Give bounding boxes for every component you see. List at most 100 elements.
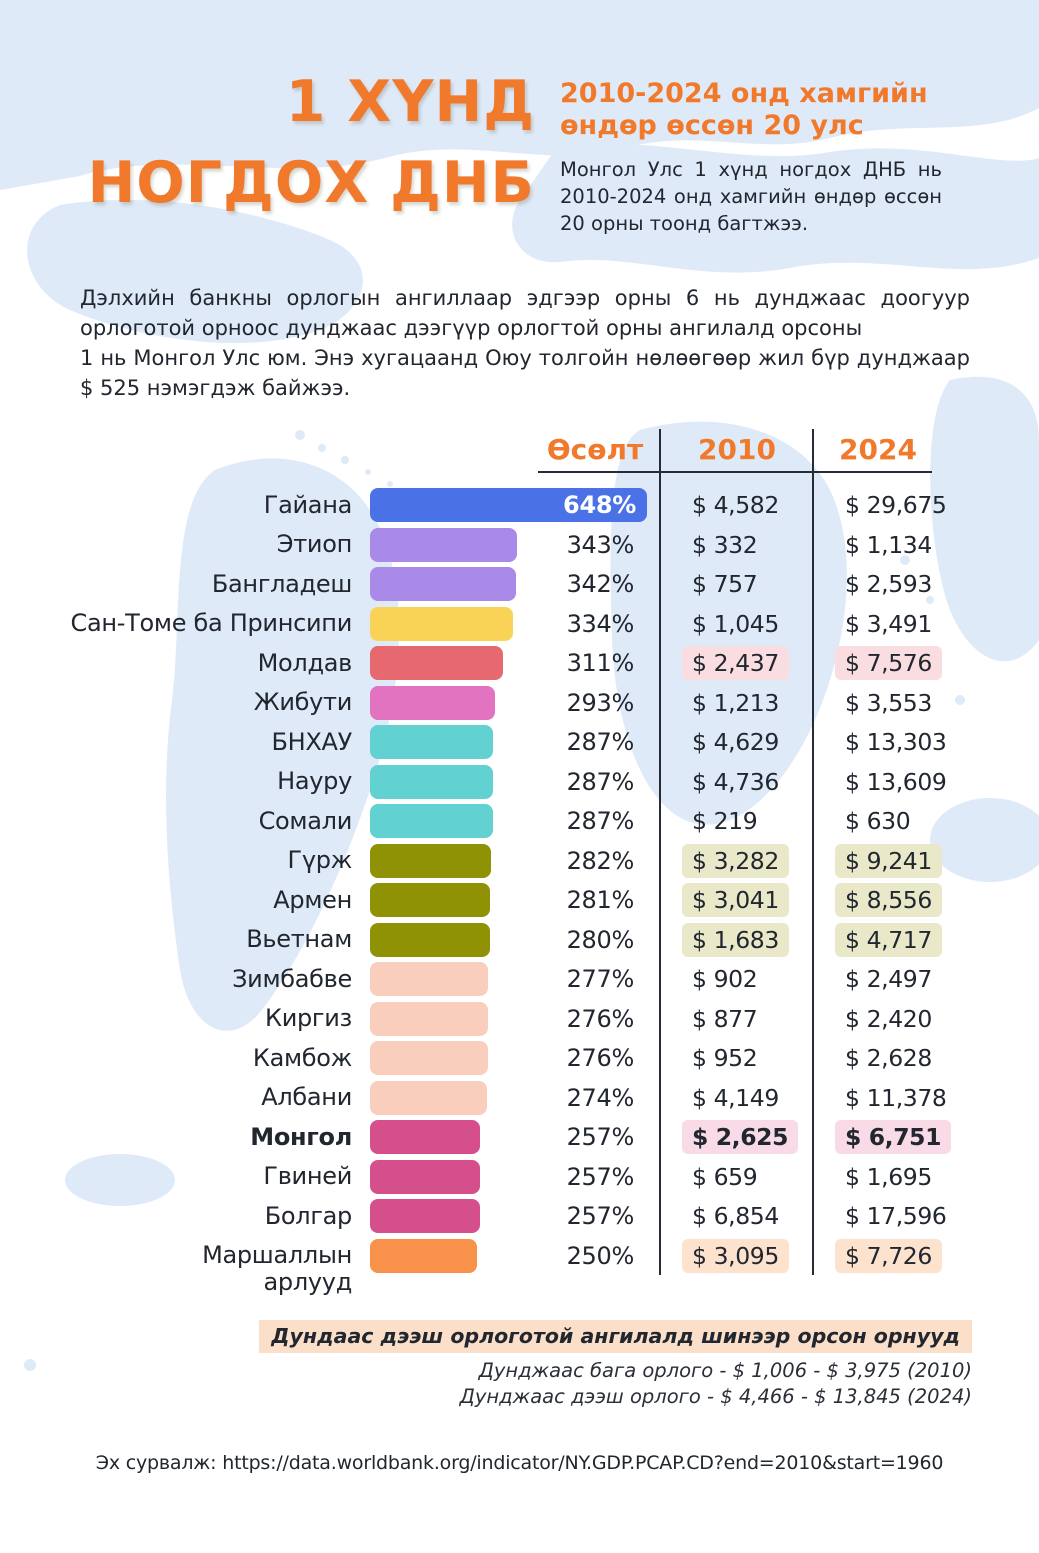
table-row: Бангладеш 342% $ 757 $ 2,593 — [0, 567, 1039, 601]
table-row: Монгол 257% $ 2,625 $ 6,751 — [0, 1120, 1039, 1154]
bar-zone: 287% — [370, 764, 662, 799]
table-row: Этиоп 343% $ 332 $ 1,134 — [0, 527, 1039, 562]
value-2024-cell: $ 630 — [815, 804, 1039, 838]
growth-value: 277% — [566, 965, 635, 993]
value-2024: $ 6,751 — [835, 1120, 952, 1154]
value-2024: $ 3,491 — [845, 609, 932, 638]
growth-bar — [370, 1001, 488, 1036]
growth-bar — [370, 606, 513, 641]
bar-zone: 334% — [370, 606, 662, 641]
value-2010: $ 3,282 — [682, 843, 789, 878]
table-rows: Гайана 648% $ 4,582 $ 29,675 Этиоп 343% … — [0, 488, 1039, 1295]
country-label: Албани — [261, 1083, 352, 1112]
table-row: Зимбабве 277% $ 902 $ 2,497 — [0, 962, 1039, 996]
value-2010: $ 3,095 — [682, 1238, 789, 1273]
bar-zone: 343% — [370, 527, 662, 562]
value-2024-cell: $ 11,378 — [815, 1081, 1039, 1115]
value-2010-cell: $ 3,095 — [662, 1238, 815, 1273]
growth-bar — [370, 843, 491, 878]
value-2024-cell: $ 17,596 — [815, 1199, 1039, 1233]
value-2024-cell: $ 6,751 — [815, 1120, 1039, 1154]
table-row: Гайана 648% $ 4,582 $ 29,675 — [0, 488, 1039, 522]
table-row: Молдав 311% $ 2,437 $ 7,576 — [0, 646, 1039, 680]
growth-value: 342% — [566, 570, 635, 598]
value-2010: $ 902 — [692, 965, 758, 993]
country-label: БНХАУ — [271, 727, 353, 756]
bar-zone: 293% — [370, 685, 662, 720]
value-2010-cell: $ 2,625 — [662, 1120, 815, 1154]
value-2024-cell: $ 4,717 — [815, 922, 1039, 957]
growth-value: 311% — [566, 649, 635, 677]
growth-bar — [370, 1238, 477, 1273]
value-2010: $ 1,045 — [692, 609, 779, 638]
value-2024: $ 17,596 — [845, 1202, 947, 1230]
growth-value: 250% — [566, 1241, 635, 1270]
header-right: 2010-2024 онд хамгийн өндөр өссөн 20 улс… — [560, 78, 942, 238]
value-2010-cell: $ 2,437 — [662, 646, 815, 680]
lead-paragraph-2: 1 нь Монгол Улс юм. Энэ хугацаанд Оюу то… — [80, 346, 970, 401]
table-row: Вьетнам 280% $ 1,683 $ 4,717 — [0, 922, 1039, 957]
country-label: Зимбабве — [232, 964, 352, 993]
value-2024: $ 8,556 — [835, 883, 942, 917]
value-2010: $ 4,629 — [692, 728, 779, 756]
value-2024-cell: $ 13,303 — [815, 725, 1039, 759]
value-2010: $ 877 — [692, 1004, 758, 1033]
growth-value: 282% — [566, 846, 635, 875]
bar-zone: 342% — [370, 567, 662, 601]
value-2024-cell: $ 3,491 — [815, 607, 1039, 641]
table-row: Сомали 287% $ 219 $ 630 — [0, 804, 1039, 838]
country-label: Сан-Томе ба Принсипи — [70, 609, 353, 638]
bar-zone: 648% — [370, 488, 662, 522]
bar-zone: 257% — [370, 1159, 662, 1194]
footnote-upper-income: Дунджаас дээш орлого - $ 4,466 - $ 13,84… — [459, 1385, 972, 1408]
bar-zone: 282% — [370, 843, 662, 878]
growth-value: 280% — [566, 925, 635, 954]
value-2024-cell: $ 2,593 — [815, 567, 1039, 601]
bar-zone: 276% — [370, 1001, 662, 1036]
growth-value: 257% — [566, 1202, 635, 1230]
value-2024: $ 2,593 — [845, 570, 932, 598]
bar-zone: 281% — [370, 883, 662, 917]
table-row: Армен 281% $ 3,041 $ 8,556 — [0, 883, 1039, 917]
value-2024-cell: $ 1,134 — [815, 528, 1039, 562]
country-label: Киргиз — [264, 1004, 352, 1033]
value-2024: $ 1,134 — [845, 530, 932, 559]
country-label: Гайана — [263, 490, 353, 519]
value-2010: $ 952 — [692, 1044, 758, 1072]
value-2010-cell: $ 659 — [662, 1160, 815, 1194]
lead-paragraph: Дэлхийн банкны орлогын ангиллаар эдгээр … — [80, 283, 970, 403]
value-2010: $ 6,854 — [692, 1202, 779, 1230]
growth-bar — [370, 922, 490, 957]
value-2024: $ 9,241 — [835, 843, 942, 878]
bar-zone: 287% — [370, 725, 662, 759]
value-2010: $ 332 — [692, 530, 758, 559]
value-2010-cell: $ 4,149 — [662, 1081, 815, 1115]
value-2024: $ 11,378 — [845, 1083, 947, 1112]
column-header-2024: 2024 — [839, 433, 917, 466]
value-2024-cell: $ 29,675 — [815, 488, 1039, 522]
bar-zone: 257% — [370, 1120, 662, 1154]
growth-value: 287% — [566, 767, 635, 796]
growth-value: 276% — [566, 1044, 635, 1072]
page-title-line1: 1 ХҮНД — [285, 69, 535, 135]
lead-paragraph-1: Дэлхийн банкны орлогын ангиллаар эдгээр … — [80, 286, 970, 341]
value-2024-cell: $ 8,556 — [815, 883, 1039, 917]
table-row: Маршаллын арлууд 250% $ 3,095 $ 7,726 — [0, 1238, 1039, 1295]
bar-zone: 311% — [370, 646, 662, 680]
value-2010-cell: $ 219 — [662, 804, 815, 838]
value-2024: $ 13,609 — [845, 767, 947, 796]
bar-zone: 276% — [370, 1041, 662, 1075]
value-2010-cell: $ 1,045 — [662, 607, 815, 641]
value-2024: $ 4,717 — [835, 922, 942, 957]
growth-bar — [370, 1120, 480, 1154]
value-2010-cell: $ 902 — [662, 962, 815, 996]
footnote-highlight: Дундаас дээш орлоготой ангилалд шинээр о… — [259, 1320, 972, 1353]
value-2024: $ 2,628 — [845, 1044, 932, 1072]
growth-value: 257% — [566, 1162, 635, 1191]
value-2010: $ 1,683 — [682, 922, 789, 957]
growth-value: 648% — [563, 491, 636, 519]
growth-bar — [370, 1080, 487, 1115]
value-2010: $ 4,736 — [692, 767, 779, 796]
value-2024-cell: $ 13,609 — [815, 765, 1039, 799]
